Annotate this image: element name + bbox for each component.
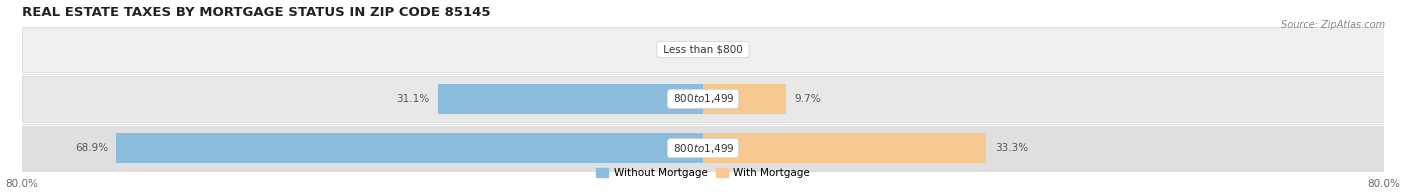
Text: $800 to $1,499: $800 to $1,499 — [671, 142, 735, 155]
Text: 68.9%: 68.9% — [75, 143, 108, 153]
Bar — [703, 84, 786, 114]
Text: $800 to $1,499: $800 to $1,499 — [671, 92, 735, 105]
Bar — [22, 126, 1384, 171]
Text: 9.7%: 9.7% — [794, 94, 821, 104]
Bar — [439, 84, 703, 114]
Text: 0.0%: 0.0% — [664, 45, 690, 55]
Text: 31.1%: 31.1% — [396, 94, 430, 104]
Text: 0.0%: 0.0% — [716, 45, 742, 55]
Text: 33.3%: 33.3% — [995, 143, 1028, 153]
Bar — [22, 27, 1384, 72]
Bar — [117, 133, 703, 163]
Bar — [22, 76, 1384, 121]
Bar — [703, 133, 987, 163]
Legend: Without Mortgage, With Mortgage: Without Mortgage, With Mortgage — [592, 164, 814, 182]
Text: REAL ESTATE TAXES BY MORTGAGE STATUS IN ZIP CODE 85145: REAL ESTATE TAXES BY MORTGAGE STATUS IN … — [22, 5, 491, 19]
Text: Less than $800: Less than $800 — [659, 45, 747, 55]
Text: Source: ZipAtlas.com: Source: ZipAtlas.com — [1281, 20, 1385, 29]
